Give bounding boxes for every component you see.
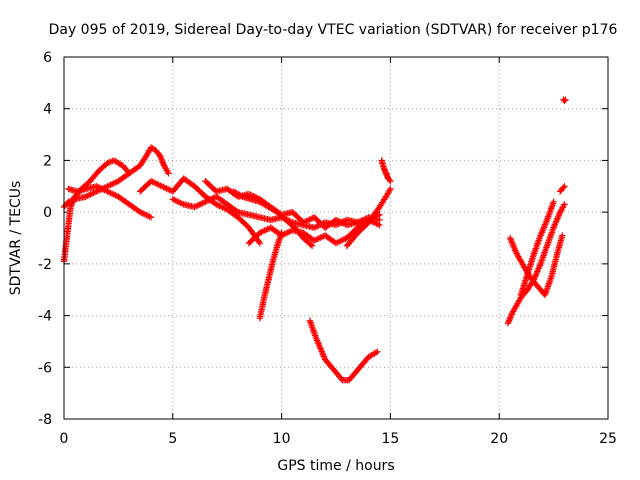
data-point: [507, 312, 515, 320]
data-point: [255, 238, 263, 245]
data-point: [376, 221, 383, 229]
x-tick-label: 20: [490, 431, 508, 447]
x-tick-label: 10: [273, 431, 291, 447]
y-tick-label: -6: [38, 360, 52, 376]
data-point: [559, 232, 566, 239]
data-point: [387, 177, 394, 185]
data-point: [160, 160, 167, 168]
data-point: [278, 229, 285, 237]
data-point: [508, 311, 515, 318]
data-point: [505, 318, 512, 326]
data-point: [507, 314, 514, 321]
data-point: [165, 170, 172, 177]
y-tick-label: -2: [38, 257, 52, 273]
y-tick-label: -8: [38, 412, 52, 428]
data-point: [256, 239, 264, 247]
data-point: [374, 348, 381, 355]
x-tick-label: 0: [60, 431, 69, 447]
y-tick-label: 6: [43, 50, 52, 66]
x-tick-label: 15: [381, 431, 399, 447]
data-points: [60, 96, 569, 384]
data-point: [156, 152, 163, 159]
data-point: [505, 317, 513, 324]
data-point: [159, 157, 166, 165]
data-point: [562, 96, 569, 103]
x-tick-label: 25: [599, 431, 617, 447]
y-tick-label: 2: [43, 153, 52, 169]
data-point: [376, 211, 383, 218]
data-point: [550, 198, 557, 205]
data-point: [386, 176, 393, 184]
data-point: [560, 184, 567, 191]
chart-title: Day 095 of 2019, Sidereal Day-to-day VTE…: [49, 22, 618, 38]
data-point: [157, 155, 165, 162]
y-tick-label: 4: [43, 102, 52, 118]
data-point: [157, 153, 164, 160]
plot-frame: [63, 56, 609, 420]
y-axis-label: SDTVAR / TECUs: [8, 181, 24, 296]
data-point: [372, 349, 380, 356]
data-point: [147, 214, 155, 221]
data-point: [561, 183, 568, 190]
data-point: [561, 201, 568, 208]
data-point: [506, 315, 513, 323]
data-point: [67, 203, 74, 211]
y-tick-label: -4: [38, 309, 52, 325]
data-point: [159, 159, 167, 166]
y-axis-ticks: -8 -6 -4 -2 0 2 4 6: [38, 50, 608, 428]
data-point: [233, 207, 240, 215]
data-point: [158, 156, 165, 163]
data-point: [387, 185, 394, 193]
x-tick-label: 5: [168, 431, 177, 447]
data-point: [307, 241, 315, 248]
data-point: [504, 320, 512, 327]
data-point: [561, 97, 568, 105]
data-point: [308, 242, 316, 249]
y-tick-label: 0: [43, 205, 52, 221]
grid-lines: [64, 57, 608, 419]
x-axis-label: GPS time / hours: [277, 458, 394, 474]
data-point: [237, 192, 245, 199]
